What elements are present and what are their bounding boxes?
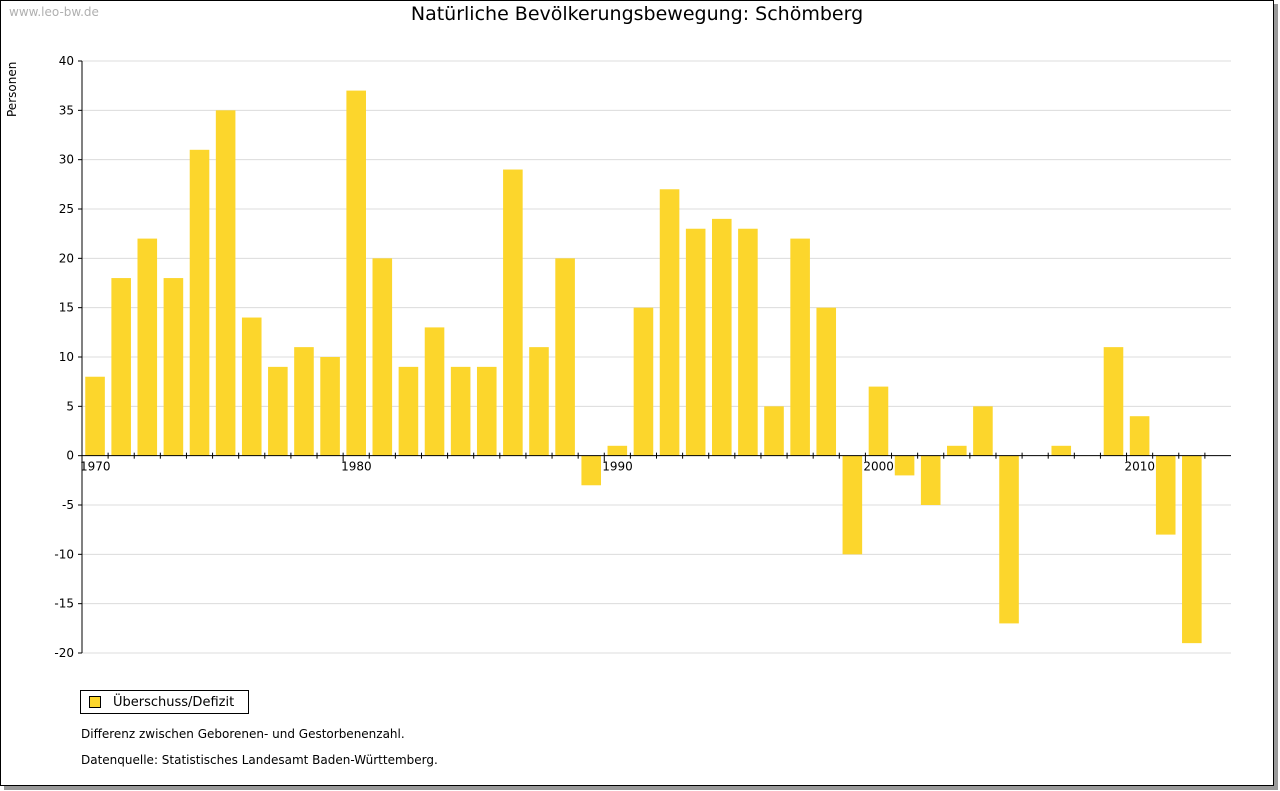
y-tick-label: 15 xyxy=(59,301,74,315)
bar-1997 xyxy=(790,238,810,456)
bar-1975 xyxy=(215,110,236,456)
x-tick-label: 2010 xyxy=(1125,460,1156,474)
bar-2007 xyxy=(1051,445,1072,456)
bar-2002 xyxy=(920,455,941,505)
watermark: www.leo-bw.de xyxy=(9,5,99,19)
bar-1979 xyxy=(320,357,340,456)
bar-1992 xyxy=(659,189,680,456)
bar-2004 xyxy=(973,406,993,456)
bar-1973 xyxy=(163,278,184,456)
bar-1984 xyxy=(450,366,471,456)
bar-2011 xyxy=(1155,455,1176,535)
y-tick-label: 0 xyxy=(66,449,74,463)
y-tick-label: -20 xyxy=(54,646,74,660)
bar-1999 xyxy=(842,455,863,555)
chart-title: Natürliche Bevölkerungsbewegung: Schömbe… xyxy=(410,3,864,25)
bar-1972 xyxy=(137,238,158,456)
y-tick-label: 40 xyxy=(59,54,74,68)
bar-1985 xyxy=(476,366,497,456)
chart-note: Differenz zwischen Geborenen- und Gestor… xyxy=(81,727,405,741)
legend-swatch xyxy=(89,696,101,708)
bar-1971 xyxy=(111,278,131,456)
y-tick-label: 25 xyxy=(59,202,74,216)
legend: Überschuss/Defizit xyxy=(80,690,249,714)
bar-1991 xyxy=(633,307,654,456)
bar-2009 xyxy=(1103,347,1124,456)
bar-1983 xyxy=(424,327,445,456)
bar-1981 xyxy=(372,258,393,456)
bar-1976 xyxy=(241,317,262,456)
bar-2005 xyxy=(999,455,1019,624)
x-tick-label: 2000 xyxy=(863,460,894,474)
bar-1980 xyxy=(346,90,366,456)
bar-1978 xyxy=(294,347,314,456)
bar-1988 xyxy=(555,258,575,456)
bar-1989 xyxy=(581,455,602,486)
bar-1994 xyxy=(711,218,732,456)
data-source: Datenquelle: Statistisches Landesamt Bad… xyxy=(81,753,438,767)
y-tick-label: 5 xyxy=(66,399,74,413)
y-tick-label: -15 xyxy=(54,597,74,611)
bar-1998 xyxy=(816,307,837,456)
y-tick-label: 30 xyxy=(59,153,74,167)
x-tick-label: 1990 xyxy=(602,460,633,474)
x-tick-label: 1980 xyxy=(341,460,372,474)
bar-1977 xyxy=(268,366,288,456)
bar-1970 xyxy=(85,376,105,456)
bar-2012 xyxy=(1182,455,1202,644)
bar-1986 xyxy=(503,169,523,456)
bar-1982 xyxy=(398,366,419,456)
bar-1996 xyxy=(764,406,784,456)
bar-1995 xyxy=(738,228,758,456)
bar-1974 xyxy=(189,149,210,456)
bar-2001 xyxy=(894,455,915,476)
bar-2003 xyxy=(947,445,967,456)
y-tick-label: -5 xyxy=(62,498,74,512)
legend-label: Überschuss/Defizit xyxy=(113,694,235,710)
bar-2010 xyxy=(1129,416,1150,456)
bar-1990 xyxy=(607,445,628,456)
x-tick-label: 1970 xyxy=(80,460,111,474)
bar-1987 xyxy=(529,347,549,456)
y-tick-label: -10 xyxy=(54,547,74,561)
y-tick-label: 10 xyxy=(59,350,74,364)
bar-2000 xyxy=(868,386,889,456)
y-tick-label: 20 xyxy=(59,251,74,265)
bar-1993 xyxy=(685,228,706,456)
y-tick-label: 35 xyxy=(59,103,74,117)
